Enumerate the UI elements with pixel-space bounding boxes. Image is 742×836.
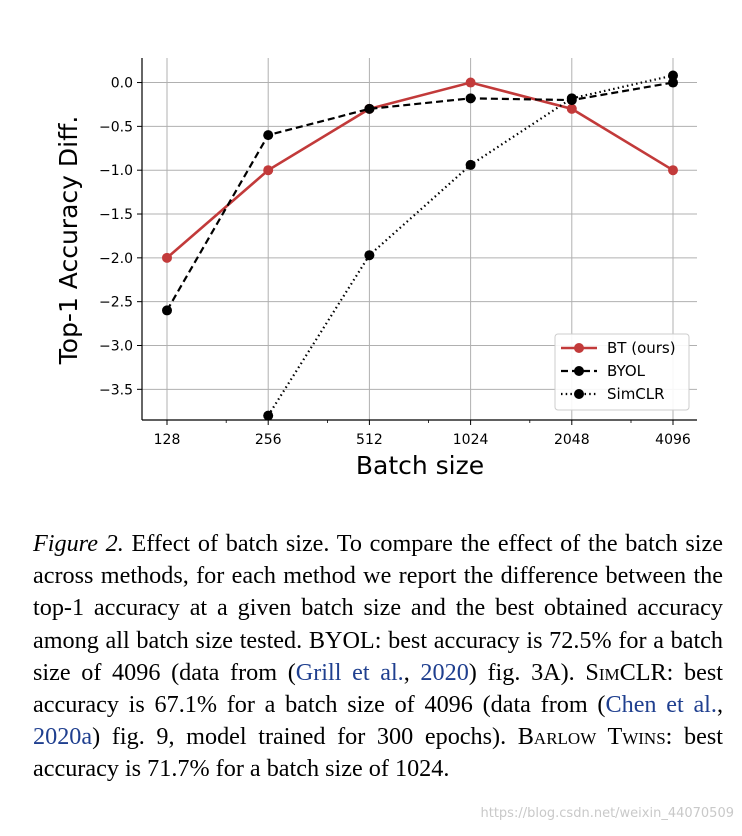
y-tick-label: −1.5 [99,207,133,223]
y-tick-label: −0.5 [99,119,133,135]
data-point [465,77,476,88]
data-point [364,103,375,114]
data-point [566,103,577,114]
legend-label: BYOL [607,362,646,380]
y-tick-label: −2.5 [99,295,133,311]
byol-name: BYOL [308,626,375,654]
legend-label: BT (ours) [607,339,676,357]
simclr-name: SimCLR [585,658,667,686]
citation-chen-year[interactable]: 2020a [33,723,93,751]
citation-sep-2: , [716,691,723,719]
caption-text-2: : best accuracy is 72.5% for a batch siz… [33,626,723,686]
x-tick-label: 256 [255,432,282,448]
y-tick-labels: 0.0 −0.5 −1.0 −1.5 −2.0 −2.5 −3.0 −3.5 [99,76,133,399]
legend-marker [574,343,584,353]
data-point [364,250,375,261]
legend-label: SimCLR [607,385,665,403]
caption-text-1: Effect of batch size. To compare the eff… [33,530,723,654]
caption-text-5: ) fig. 9, model trained for 300 epochs). [92,723,518,751]
figure-caption: Figure 2. Effect of batch size. To compa… [33,528,723,786]
x-tick-label: 4096 [655,432,691,448]
y-axis-title: Top-1 Accuracy Diff. [54,116,83,366]
citation-chen-author[interactable]: Chen et al. [605,691,717,719]
y-tick-label: −3.0 [99,338,133,354]
data-point [668,70,678,81]
data-point [263,410,274,421]
x-tick-label: 512 [356,432,383,448]
barlow-twins-name: Barlow Twins [517,723,666,751]
y-tick-label: −3.5 [99,382,133,398]
axes [137,58,697,425]
data-series [162,70,678,421]
citation-grill-year[interactable]: 2020 [420,658,469,686]
data-point [263,165,274,176]
x-axis-title: Batch size [356,451,484,480]
caption-text-3: ) fig. 3A). [468,658,586,686]
y-tick-label: −2.0 [99,251,133,267]
batch-size-chart: 128 256 512 1024 2048 4096 0.0 −0.5 −1.0 −1.5 −2.… [54,58,697,480]
caption-text-4: : best accuracy is 67.1% for a batch siz… [33,658,723,719]
watermark: https://blog.csdn.net/weixin_44070509 [480,806,734,821]
x-tick-labels: 128 256 512 1024 2048 4096 [154,432,691,448]
data-point [465,159,476,170]
x-tick-label: 2048 [554,432,590,448]
y-tick-label: 0.0 [111,76,133,92]
x-tick-label: 1024 [453,432,489,448]
figure-label: Figure 2. [33,530,124,557]
series-line-byol [166,81,674,311]
data-point [162,252,172,263]
citation-grill-author[interactable]: Grill et al. [295,658,404,686]
data-point [465,93,476,104]
y-tick-label: −1.0 [99,163,133,179]
data-point [162,305,172,316]
data-point [668,77,678,88]
x-tick-label: 128 [154,432,181,448]
data-point [566,93,577,104]
legend-box [554,333,690,411]
citation-sep-1: , [403,658,421,686]
legend-marker [574,366,584,376]
legend-marker [574,389,584,399]
caption-text-6: : best accuracy is 71.7% for a batch siz… [33,723,724,783]
legend: BT (ours) BYOL SimCLR [554,333,690,411]
data-point [668,165,678,176]
series-line-bt-ours [166,81,674,259]
data-point [263,130,274,141]
